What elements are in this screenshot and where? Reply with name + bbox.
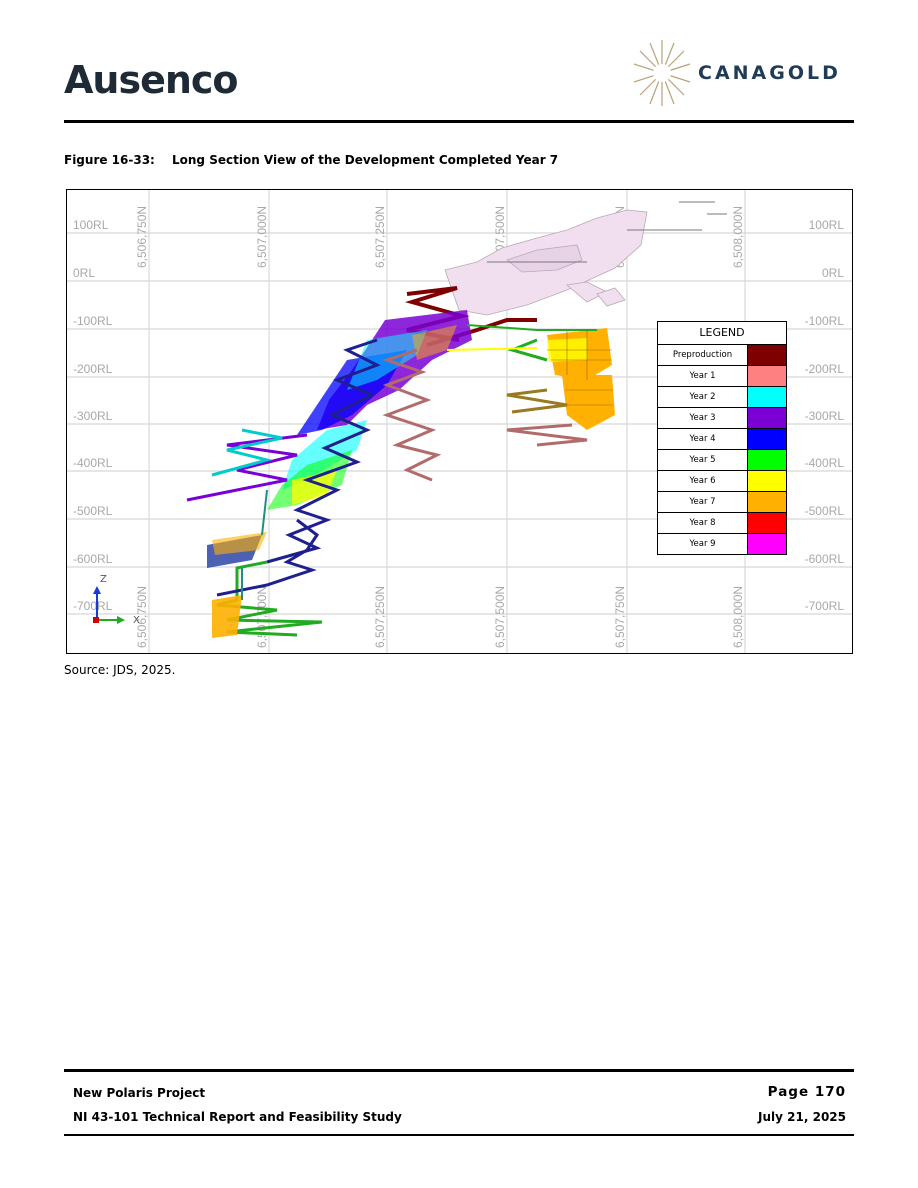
- legend-label: Year 6: [658, 471, 748, 491]
- section-label: 0RL: [822, 266, 844, 280]
- section-label: -400RL: [805, 456, 845, 470]
- legend-label: Year 1: [658, 366, 748, 386]
- section-label: 6,507,000N: [255, 206, 269, 268]
- section-label: -200RL: [73, 362, 113, 376]
- legend-row: Year 9: [658, 534, 786, 554]
- raise-lines: [241, 489, 268, 600]
- east-orebody: [547, 328, 615, 430]
- legend-swatch: [748, 513, 786, 533]
- legend-swatch: [748, 387, 786, 407]
- section-label: -200RL: [805, 362, 845, 376]
- figure-title: Long Section View of the Development Com…: [172, 153, 559, 167]
- section-label: -100RL: [805, 314, 845, 328]
- legend-row: Year 5: [658, 450, 786, 471]
- decline-ramps: [186, 338, 442, 637]
- legend-row: Year 2: [658, 387, 786, 408]
- main-stope-block: [267, 310, 472, 510]
- section-label: 0RL: [73, 266, 95, 280]
- rl-labels-right: 100RL 0RL -100RL -200RL -300RL -400RL -500RL -6…: [805, 218, 845, 613]
- east-ramps: [446, 324, 597, 447]
- section-label: 6,508,000N: [731, 206, 745, 268]
- legend-label: Year 2: [658, 387, 748, 407]
- northing-labels-top: 6,506,750N 6,507,000N 6,507,250N 6,507,500N…: [135, 206, 745, 268]
- legend-row: Year 3: [658, 408, 786, 429]
- legend-label: Year 5: [658, 450, 748, 470]
- legend-label: Year 8: [658, 513, 748, 533]
- section-label: -600RL: [805, 552, 845, 566]
- legend-swatch: [748, 345, 786, 365]
- figure-source: Source: JDS, 2025.: [64, 663, 176, 677]
- figure-caption: Figure 16-33: Long Section View of the De…: [64, 153, 558, 167]
- legend-row: Year 6: [658, 471, 786, 492]
- legend-row: Year 4: [658, 429, 786, 450]
- legend-swatch: [748, 366, 786, 386]
- legend-label: Year 4: [658, 429, 748, 449]
- legend-swatch: [748, 534, 786, 554]
- axis-x-label: X: [133, 615, 140, 626]
- legend-swatch: [748, 408, 786, 428]
- sunburst-icon: [633, 40, 691, 106]
- legend-swatch: [748, 429, 786, 449]
- long-section-figure: 100RL 0RL -100RL -200RL -300RL -400RL -500RL -6…: [66, 189, 853, 654]
- legend-title: LEGEND: [658, 322, 786, 345]
- legend-row: Preproduction: [658, 345, 786, 366]
- section-label: -500RL: [73, 504, 113, 518]
- legend-swatch: [748, 471, 786, 491]
- section-label: 6,506,750N: [135, 586, 149, 648]
- header-rule: [64, 120, 854, 123]
- section-label: 6,507,750N: [613, 586, 627, 648]
- section-label: -100RL: [73, 314, 113, 328]
- legend-label: Preproduction: [658, 345, 748, 365]
- axis-z-label: Z: [100, 574, 107, 585]
- ausenco-logo: Ausenco: [64, 58, 239, 102]
- lower-stope: [207, 532, 267, 638]
- section-label: -400RL: [73, 456, 113, 470]
- section-label: -700RL: [73, 599, 113, 613]
- section-label: 6,507,000N: [255, 586, 269, 648]
- section-label: 6,506,750N: [135, 206, 149, 268]
- section-label: 6,508,000N: [731, 586, 745, 648]
- rl-labels-left: 100RL 0RL -100RL -200RL -300RL -400RL -500RL -6…: [73, 218, 113, 613]
- footer-date: July 21, 2025: [758, 1110, 846, 1124]
- footer-rule: [64, 1069, 854, 1072]
- legend-label: Year 7: [658, 492, 748, 512]
- canagold-wordmark: CANAGOLD: [698, 62, 841, 84]
- footer-page-number: Page 170: [767, 1084, 846, 1100]
- legend-row: Year 7: [658, 492, 786, 513]
- legend-swatch: [748, 450, 786, 470]
- legend-label: Year 9: [658, 534, 748, 554]
- surface-lines: [487, 201, 727, 263]
- legend-row: Year 1: [658, 366, 786, 387]
- section-label: 6,507,250N: [373, 586, 387, 648]
- section-label: -300RL: [805, 409, 845, 423]
- legend-row: Year 8: [658, 513, 786, 534]
- section-label: 6,507,250N: [373, 206, 387, 268]
- section-label: 6,507,500N: [493, 586, 507, 648]
- section-label: -500RL: [805, 504, 845, 518]
- section-label: -700RL: [805, 599, 845, 613]
- section-label: 100RL: [73, 218, 109, 232]
- footer-rule-bottom: [64, 1134, 854, 1136]
- section-label: 100RL: [809, 218, 845, 232]
- coordinate-axis-icon: Z X: [93, 574, 140, 626]
- footer-project: New Polaris Project: [73, 1086, 206, 1100]
- section-label: -300RL: [73, 409, 113, 423]
- figure-number: Figure 16-33:: [64, 153, 155, 167]
- legend-swatch: [748, 492, 786, 512]
- canagold-logo: CANAGOLD: [632, 38, 854, 108]
- legend: LEGEND Preproduction Year 1 Year 2 Year 3 Ye…: [657, 321, 787, 555]
- footer-report-title: NI 43-101 Technical Report and Feasibili…: [73, 1110, 402, 1124]
- legend-label: Year 3: [658, 408, 748, 428]
- section-label: -600RL: [73, 552, 113, 566]
